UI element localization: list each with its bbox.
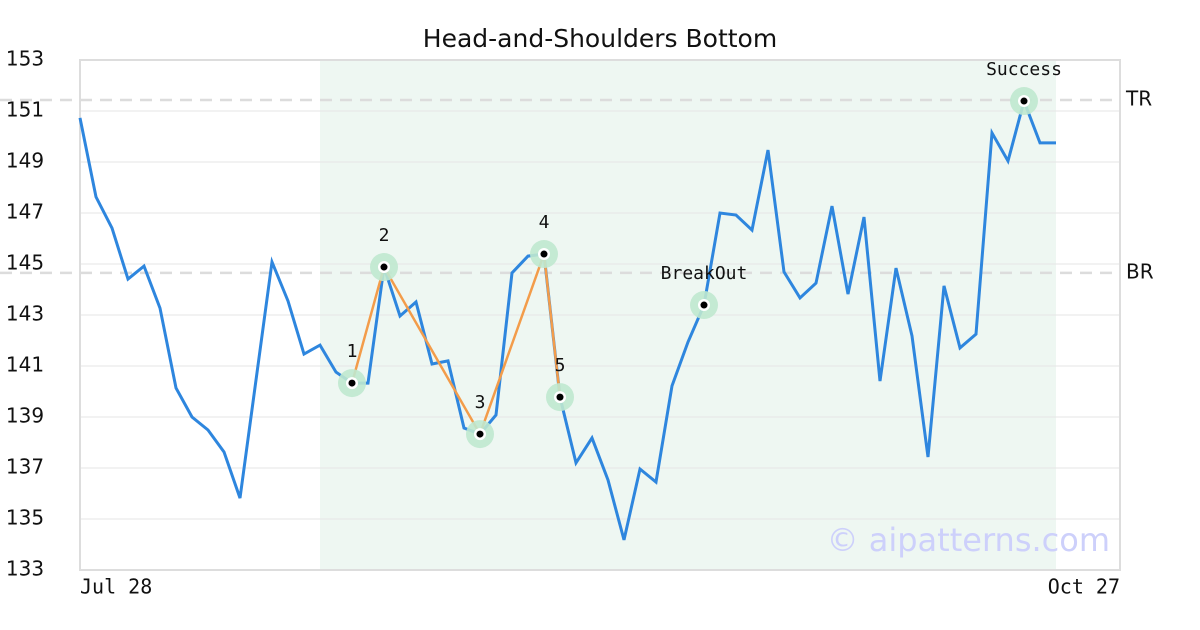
y-tick-label: 141 xyxy=(6,353,44,377)
point-dot xyxy=(380,263,388,271)
plot-frame xyxy=(79,59,1121,571)
point-dot xyxy=(1020,97,1028,105)
y-tick-label: 133 xyxy=(6,557,44,581)
y-tick-label: 151 xyxy=(6,98,44,122)
point-label: 3 xyxy=(475,392,486,413)
y-tick-label: 137 xyxy=(6,455,44,479)
point-label: Success xyxy=(986,59,1062,80)
x-tick-label: Jul 28 xyxy=(80,575,152,599)
point-dot xyxy=(476,430,484,438)
point-dot xyxy=(348,379,356,387)
y-tick-label: 147 xyxy=(6,200,44,224)
x-tick-label: Oct 27 xyxy=(1048,575,1120,599)
point-dot xyxy=(556,393,564,401)
y-tick-label: 135 xyxy=(6,506,44,530)
point-label: 4 xyxy=(539,212,550,233)
y-tick-label: 139 xyxy=(6,404,44,428)
point-dot xyxy=(700,301,708,309)
level-label: TR xyxy=(1125,87,1152,111)
point-label: BreakOut xyxy=(661,263,748,284)
point-dot xyxy=(540,250,548,258)
level-label: BR xyxy=(1126,259,1154,283)
y-tick-label: 153 xyxy=(6,47,44,71)
y-tick-label: 145 xyxy=(6,251,44,275)
point-label: 1 xyxy=(347,341,358,362)
point-label: 5 xyxy=(555,355,566,376)
point-label: 2 xyxy=(379,225,390,246)
watermark: © aipatterns.com xyxy=(827,521,1110,559)
y-tick-label: 143 xyxy=(6,302,44,326)
chart-title: Head-and-Shoulders Bottom xyxy=(423,24,777,53)
y-tick-label: 149 xyxy=(6,149,44,173)
price-line xyxy=(78,96,1056,541)
